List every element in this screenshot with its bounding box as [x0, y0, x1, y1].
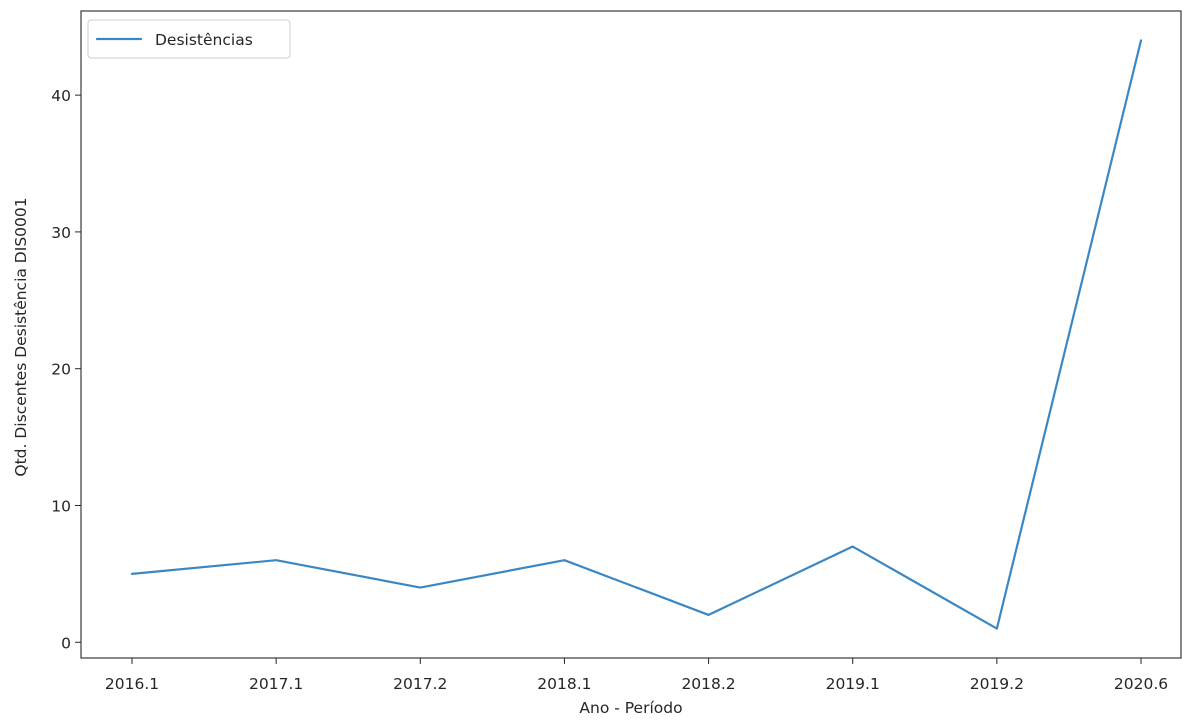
plot-area [81, 11, 1181, 658]
x-tick-label: 2019.2 [970, 675, 1024, 693]
y-tick-label: 40 [51, 87, 71, 105]
y-axis-label: Qtd. Discentes Desistência DIS0001 [12, 197, 30, 476]
x-axis-label: Ano - Período [579, 699, 682, 717]
y-tick-label: 0 [61, 634, 71, 652]
x-tick-label: 2018.1 [537, 675, 591, 693]
y-tick-label: 10 [51, 497, 71, 515]
legend-box [87, 19, 291, 59]
x-tick-label: 2020.6 [1114, 675, 1168, 693]
x-tick-label: 2019.1 [826, 675, 880, 693]
y-tick-label: 20 [51, 361, 71, 379]
y-axis-ticks: 0 10 20 30 40 [51, 87, 81, 652]
x-tick-label: 2018.2 [681, 675, 735, 693]
x-axis-ticks: 2016.1 2017.1 2017.2 2018.1 2018.2 2019.1 2019… [105, 658, 1168, 693]
legend: Desistências [87, 19, 291, 59]
series-line-desistencias [130, 39, 1143, 630]
x-tick-label: 2017.1 [249, 675, 303, 693]
plot-frame [80, 10, 1182, 659]
x-tick-label: 2017.2 [393, 675, 447, 693]
y-tick-label: 30 [51, 224, 71, 242]
x-tick-label: 2016.1 [105, 675, 159, 693]
legend-label-desistencias: Desistências [155, 31, 253, 49]
